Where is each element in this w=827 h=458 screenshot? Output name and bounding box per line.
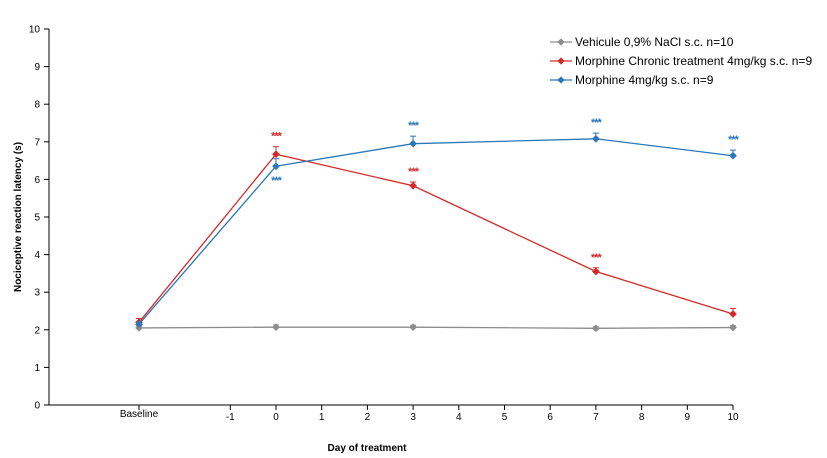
significance-label: *** — [408, 120, 420, 132]
series-1 — [135, 323, 737, 333]
y-tick-label: 8 — [34, 100, 40, 111]
legend-label: Morphine 4mg/kg s.c. n=9 — [575, 73, 714, 87]
x-tick-label: 2 — [365, 412, 371, 423]
y-axis-title: Nociceptive reaction latency (s) — [13, 142, 24, 292]
legend-label: Vehicule 0,9% NaCl s.c. n=10 — [575, 35, 734, 49]
y-tick-label: 7 — [34, 137, 40, 148]
series-layer: *** *** *** *** *** *** *** — [135, 117, 741, 333]
x-tick-label: 5 — [502, 412, 508, 423]
data-point — [409, 323, 418, 332]
data-point — [729, 310, 737, 318]
legend-marker — [557, 38, 565, 46]
legend-entry: Morphine 4mg/kg s.c. n=9 — [550, 73, 714, 87]
x-tick-label: 9 — [685, 412, 691, 423]
x-tick-label: -1 — [226, 412, 235, 423]
x-tick-label: Baseline — [120, 409, 159, 420]
y-tick-label: 0 — [34, 401, 40, 412]
x-tick-label: 10 — [727, 412, 739, 423]
legend-marker — [557, 57, 565, 65]
legend: Vehicule 0,9% NaCl s.c. n=10 Morphine Chr… — [550, 35, 812, 87]
significance-label: *** — [271, 175, 283, 187]
y-tick-label: 1 — [34, 363, 40, 374]
data-point — [272, 162, 280, 171]
legend-label: Morphine Chronic treatment 4mg/kg s.c. n… — [575, 54, 812, 68]
significance-label: *** — [591, 117, 603, 129]
data-point — [409, 139, 418, 148]
data-point — [591, 134, 600, 143]
y-tick-label: 6 — [34, 175, 40, 186]
x-tick-label: 4 — [456, 412, 462, 423]
legend-entry: Morphine Chronic treatment 4mg/kg s.c. n… — [550, 54, 812, 68]
x-tick-label: 6 — [547, 412, 553, 423]
x-axis-title: Day of treatment — [328, 443, 408, 454]
y-tick-label: 5 — [34, 213, 40, 224]
significance-label: *** — [728, 134, 740, 146]
x-tick-label: 8 — [639, 412, 645, 423]
axes: 0 1 2 3 4 5 6 7 8 9 10 Baseline -1 0 1 2 3 4 5 6 7 8 9 10 — [29, 25, 739, 424]
y-tick-label: 4 — [34, 250, 40, 261]
x-tick-label: 1 — [319, 412, 325, 423]
data-point — [409, 181, 418, 190]
significance-label: *** — [408, 166, 420, 178]
data-point — [591, 324, 600, 333]
series-3: *** *** *** *** — [135, 117, 741, 329]
data-point — [272, 323, 280, 332]
x-tick-label: 7 — [593, 412, 599, 423]
data-point — [591, 267, 600, 276]
series-line — [138, 138, 734, 325]
legend-marker — [557, 76, 565, 84]
data-point — [729, 151, 737, 160]
significance-label: *** — [591, 252, 603, 264]
data-point — [272, 150, 280, 159]
y-tick-label: 3 — [34, 288, 40, 299]
series-2: *** *** *** — [135, 131, 737, 327]
significance-label: *** — [271, 131, 283, 143]
y-tick-label: 9 — [34, 62, 40, 73]
data-point — [729, 323, 737, 332]
data-point — [135, 320, 143, 329]
legend-entry: Vehicule 0,9% NaCl s.c. n=10 — [550, 35, 734, 49]
y-tick-label: 10 — [29, 25, 41, 36]
series-line — [138, 326, 734, 329]
y-tick-label: 2 — [34, 325, 40, 336]
x-tick-label: 3 — [410, 412, 416, 423]
series-line — [138, 153, 734, 323]
x-tick-label: 0 — [273, 412, 279, 423]
